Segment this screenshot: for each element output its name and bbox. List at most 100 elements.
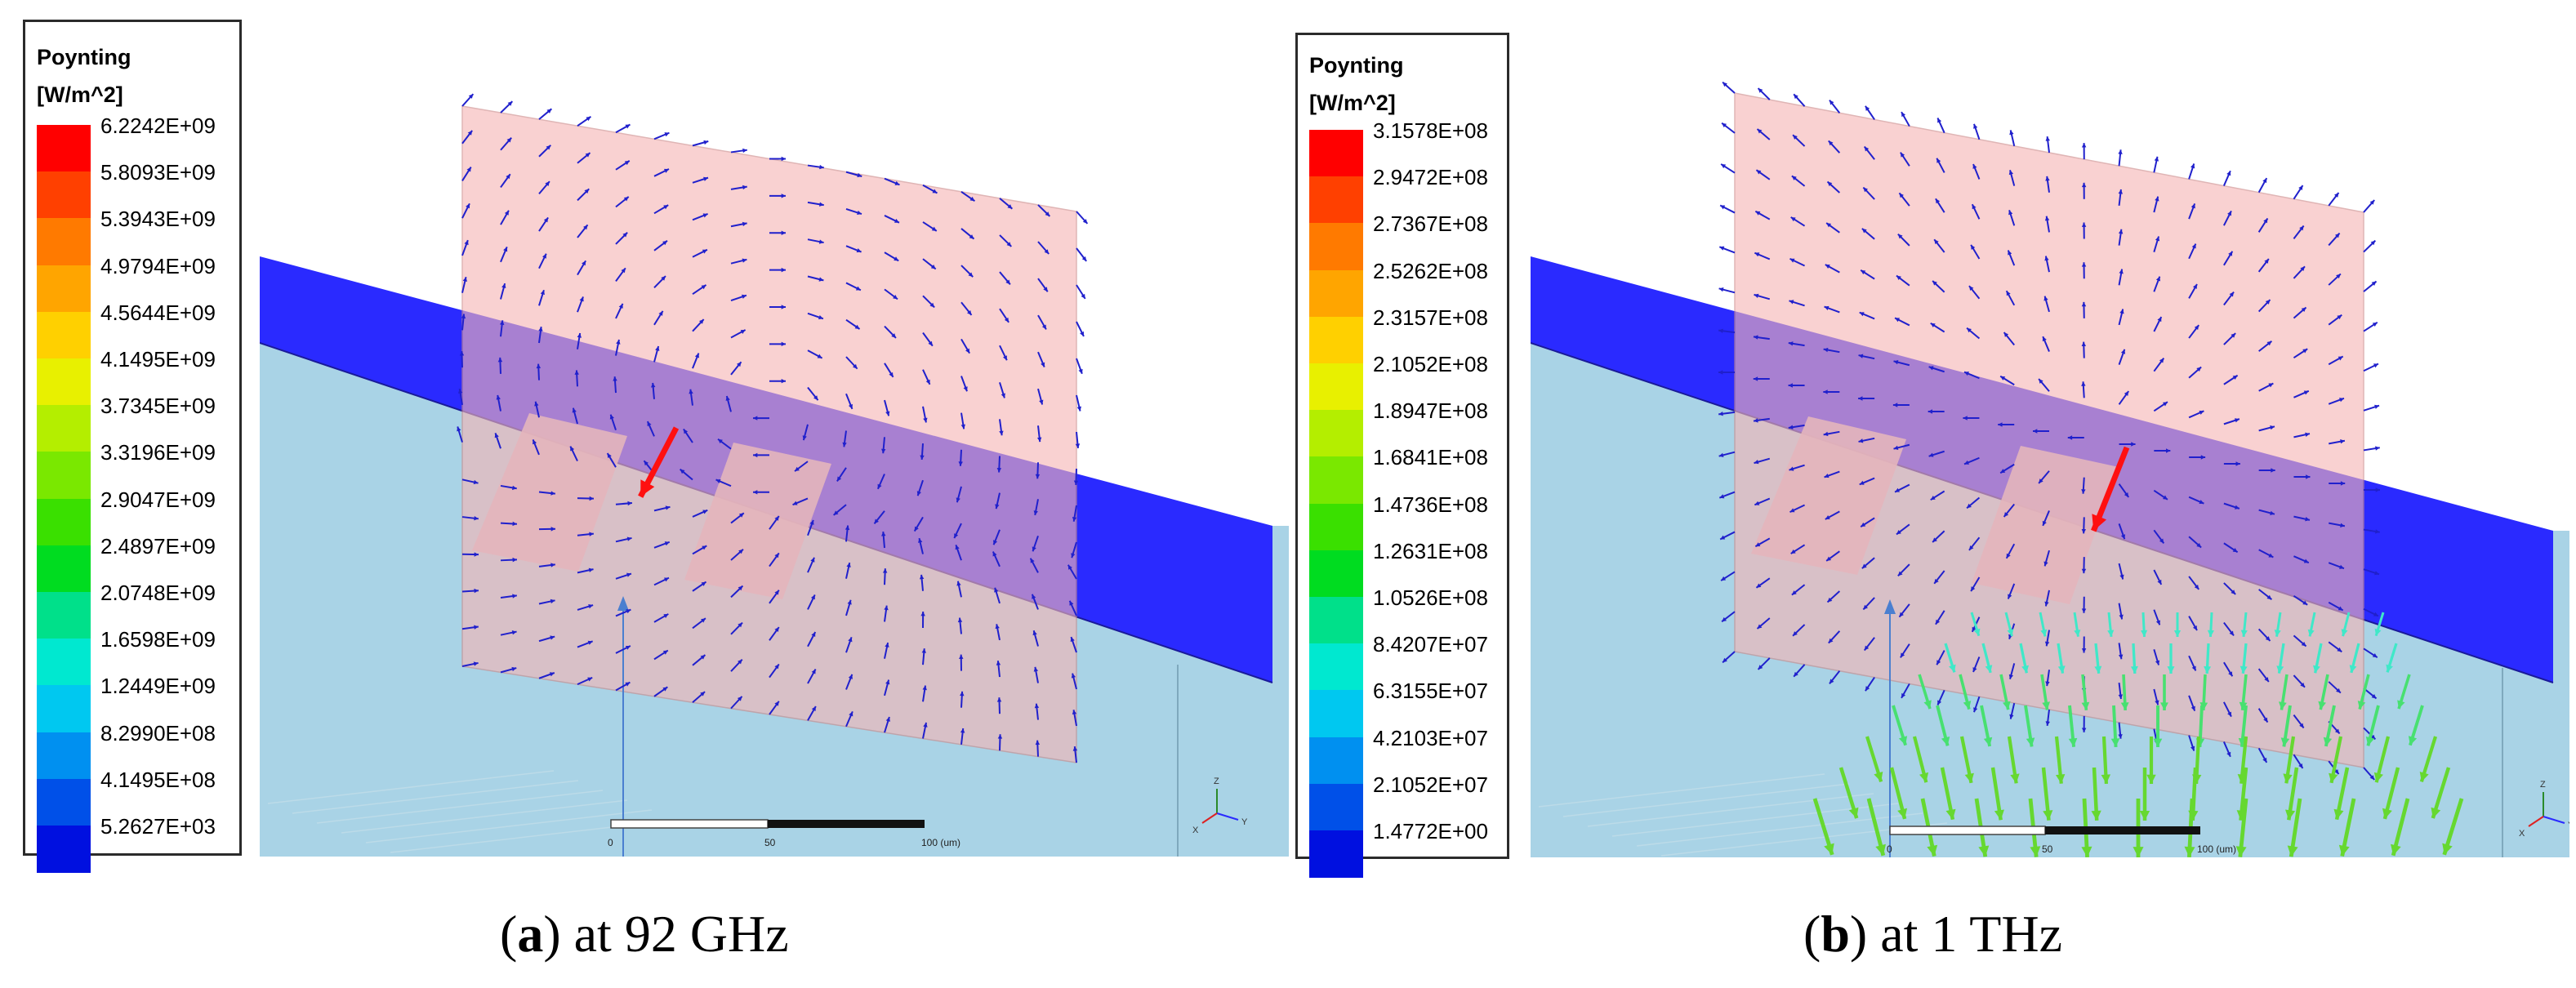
field-arrow	[538, 599, 555, 605]
field-arrow	[1035, 740, 1041, 757]
field-arrow	[500, 484, 517, 491]
field-arrow	[1863, 145, 1875, 160]
field-arrow	[922, 722, 928, 739]
field-arrow	[876, 474, 885, 490]
field-arrow	[683, 428, 693, 443]
field-arrow	[692, 353, 700, 369]
field-arrow-green	[2419, 736, 2438, 783]
field-arrow-green	[2153, 705, 2163, 747]
field-arrow	[922, 221, 938, 232]
field-arrow	[500, 100, 514, 113]
field-arrow	[1720, 163, 1736, 174]
floor-grid-line	[341, 799, 628, 834]
field-arrow	[2081, 636, 2087, 653]
field-arrow	[2258, 589, 2273, 600]
field-arrow	[650, 382, 656, 399]
field-arrow	[1033, 666, 1039, 683]
scale-label: 0	[608, 837, 613, 848]
field-arrow	[653, 613, 669, 623]
field-arrow-green	[2374, 612, 2385, 637]
field-arrow	[730, 548, 744, 561]
field-arrow	[845, 245, 862, 253]
field-arrow	[960, 376, 968, 392]
field-arrow	[1862, 597, 1875, 611]
field-arrow-green	[2338, 798, 2356, 857]
legend-swatch	[1309, 503, 1363, 551]
field-arrow	[2257, 628, 2271, 642]
field-arrow	[753, 416, 769, 421]
field-arrow	[1901, 683, 1910, 699]
field-arrow	[1789, 300, 1805, 307]
field-arrow	[845, 636, 853, 653]
field-arrow-green	[1981, 643, 1993, 674]
field-arrow-green	[1999, 674, 2011, 710]
field-arrow	[1037, 278, 1049, 292]
field-arrow	[730, 361, 742, 376]
field-arrow-green	[2280, 705, 2292, 747]
field-arrow	[2293, 225, 2305, 239]
legend-tick-label: 5.3943E+09	[100, 207, 216, 232]
field-arrow	[884, 605, 889, 622]
legend-swatch	[37, 778, 91, 826]
field-arrow-green	[1838, 767, 1859, 819]
scale-bar-black	[2045, 826, 2200, 834]
field-arrow	[499, 320, 505, 337]
field-arrow	[845, 282, 862, 292]
triad-x	[2528, 816, 2544, 827]
field-arrow	[615, 232, 628, 245]
field-arrow	[2005, 290, 2016, 306]
field-arrow-green	[2329, 736, 2343, 784]
field-arrow	[1894, 483, 1910, 493]
field-arrow	[832, 504, 847, 516]
legend-swatch	[1309, 456, 1363, 505]
field-arrow	[1825, 550, 1840, 562]
triad-label-z: Z	[2540, 780, 2546, 790]
field-arrow-green	[2160, 674, 2168, 710]
field-arrow	[1865, 676, 1875, 692]
field-arrow	[538, 108, 553, 120]
field-arrow-green	[2091, 767, 2101, 821]
caption-text: at 1 THz	[1867, 905, 2062, 963]
field-arrow-green	[2141, 612, 2148, 638]
field-arrow	[2067, 435, 2084, 440]
field-arrow-green	[2240, 643, 2248, 674]
field-arrow	[1722, 651, 1736, 664]
field-arrow	[1999, 463, 2015, 474]
field-arrow	[692, 140, 709, 147]
field-arrow-green	[2039, 612, 2048, 637]
field-arrow	[730, 585, 744, 599]
field-arrow	[2257, 299, 2271, 313]
field-arrow	[500, 246, 508, 263]
field-arrow	[538, 491, 555, 496]
legend-swatch	[1309, 690, 1363, 738]
field-arrow-green	[2312, 643, 2323, 674]
field-arrow	[1789, 504, 1805, 513]
field-arrow	[500, 557, 518, 563]
field-arrow	[692, 509, 708, 518]
field-arrow	[995, 624, 1001, 641]
field-arrow	[1968, 536, 1981, 551]
field-arrow	[1892, 403, 1910, 407]
field-arrow	[1792, 134, 1806, 147]
field-arrow	[922, 406, 928, 423]
legend-swatch	[1309, 597, 1363, 645]
field-arrow	[2042, 510, 2050, 527]
field-arrow	[2043, 550, 2050, 567]
scale-bar-black	[768, 820, 925, 828]
field-arrow	[845, 710, 853, 728]
field-arrow-green	[2130, 643, 2138, 674]
field-arrow-green	[2386, 643, 2398, 673]
field-arrow	[2328, 641, 2342, 653]
field-arrow	[994, 587, 1001, 604]
field-arrow	[577, 260, 586, 276]
field-arrow	[2153, 688, 2159, 705]
field-arrow	[1754, 210, 1771, 220]
field-arrow	[960, 338, 970, 354]
field-arrow-green	[2110, 705, 2120, 748]
field-arrow	[2042, 336, 2050, 352]
field-arrow	[457, 388, 463, 406]
field-arrow	[996, 697, 1002, 714]
field-arrow	[2119, 442, 2136, 447]
field-arrow	[2118, 682, 2123, 700]
field-arrow	[1753, 417, 1770, 423]
